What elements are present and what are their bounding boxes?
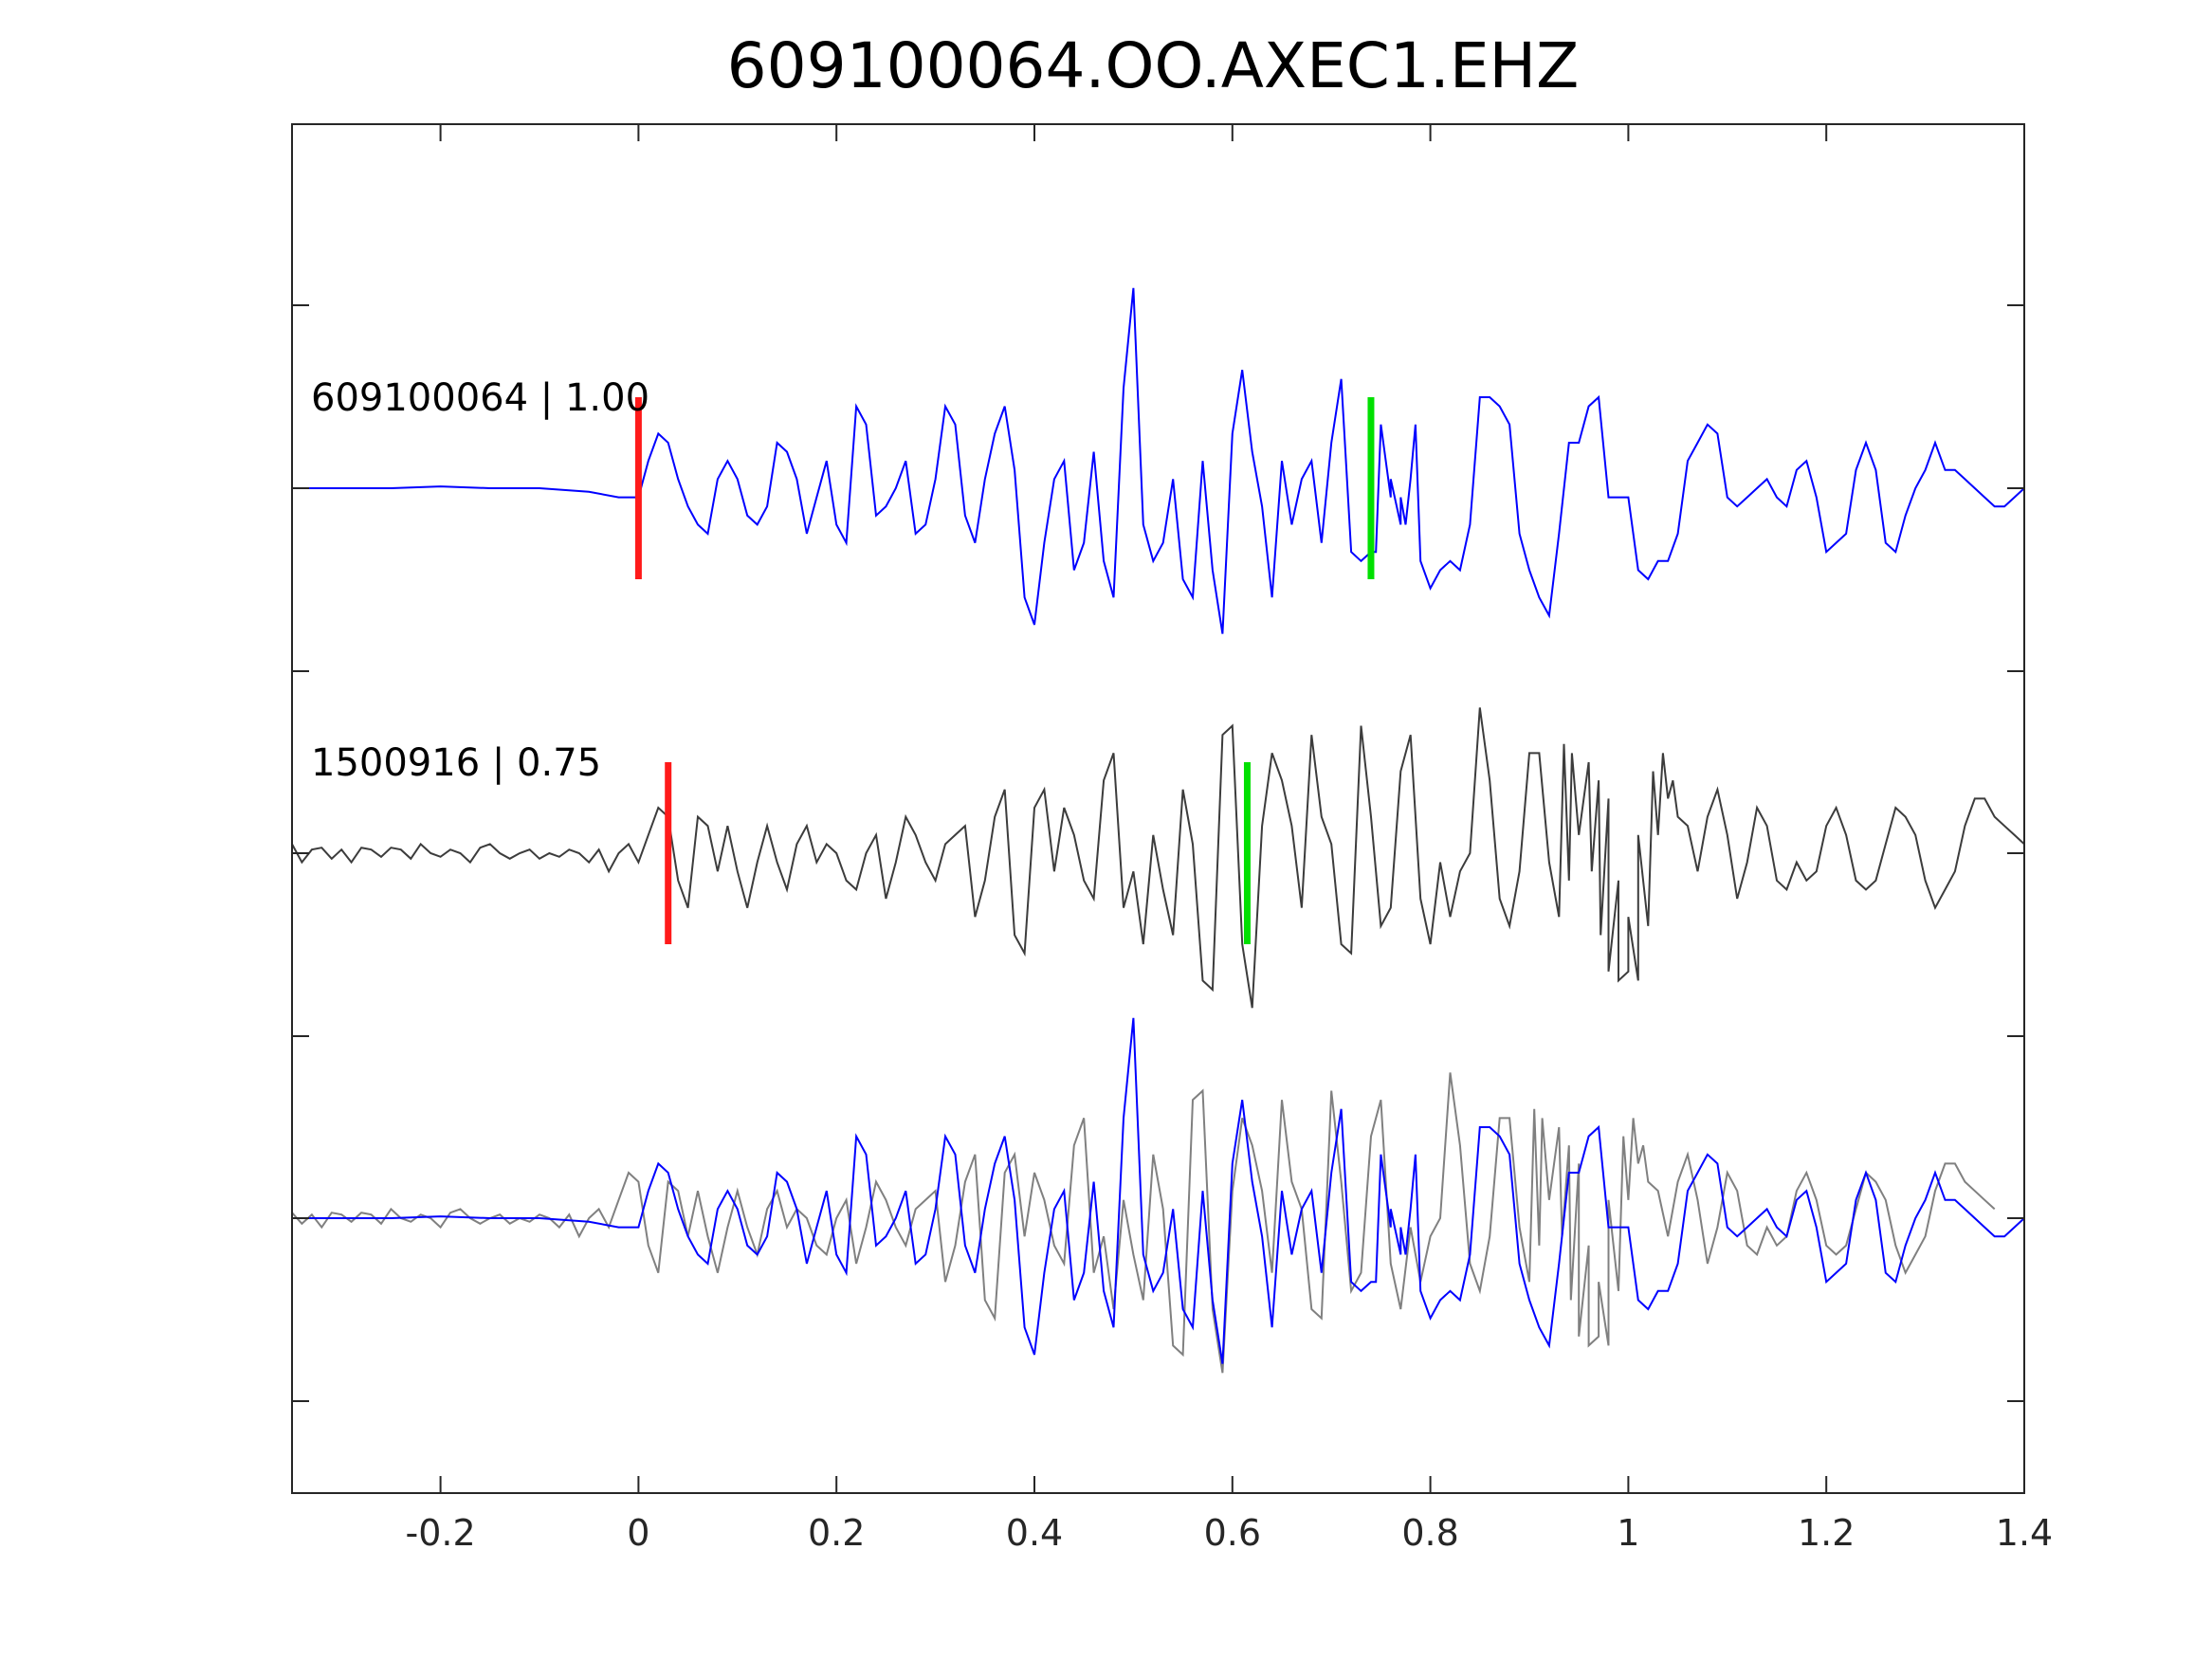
axes-frame [291, 123, 2025, 1494]
x-tick-label: 1.4 [1996, 1512, 2053, 1554]
y-axis [292, 304, 2024, 1402]
x-tick-label: 0.8 [1401, 1512, 1458, 1554]
x-axis: -0.2 0 0.2 0.4 0.6 0.8 1 1.2 1.4 [406, 124, 2053, 1554]
x-tick-label: 1.2 [1798, 1512, 1855, 1554]
master-trace [292, 287, 2024, 634]
x-tick-label: 1 [1617, 1512, 1639, 1554]
overlay-template-trace [292, 1072, 1996, 1374]
x-tick-label: 0.6 [1204, 1512, 1261, 1554]
x-tick-label: -0.2 [406, 1512, 476, 1554]
template-trace [292, 707, 2024, 1009]
x-tick-label: 0.2 [808, 1512, 865, 1554]
overlay-master-trace [292, 1017, 2024, 1364]
trace-label-template: 1500916 | 0.75 [311, 741, 601, 785]
chart-title: 609100064.OO.AXEC1.EHZ [727, 29, 1580, 102]
plot-area [292, 287, 2024, 1374]
x-tick-label: 0.4 [1006, 1512, 1063, 1554]
trace-label-master: 609100064 | 1.00 [311, 376, 649, 420]
x-tick-label: 0 [627, 1512, 649, 1554]
